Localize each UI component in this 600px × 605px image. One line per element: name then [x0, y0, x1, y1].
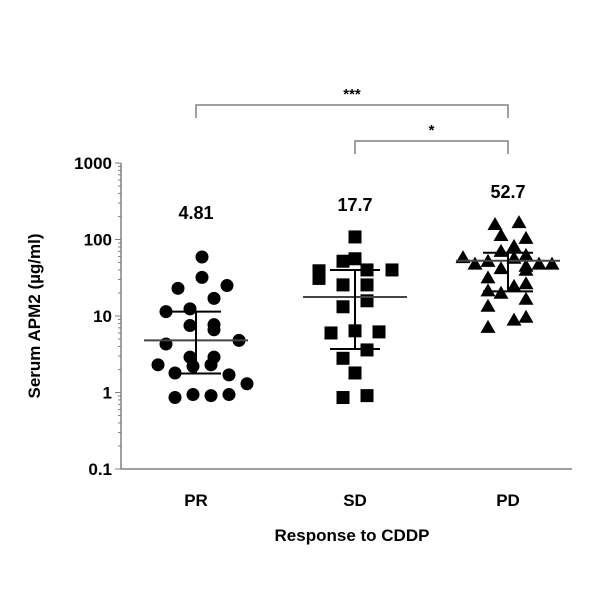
- median-iqr-bars: 4.81 17.7 52.7: [144, 182, 560, 375]
- square-point: [336, 391, 350, 405]
- square-point: [360, 389, 374, 403]
- circle-point: [183, 302, 197, 316]
- x-axis-label: Response to CDDP: [275, 526, 430, 545]
- triangle-point: [518, 247, 534, 261]
- x-tick-label: PD: [496, 491, 520, 510]
- median-value-label: 17.7: [337, 195, 372, 215]
- square-point: [372, 325, 386, 339]
- circle-point: [222, 388, 236, 402]
- y-tick-label: 10: [93, 307, 112, 326]
- circle-point: [207, 323, 221, 337]
- median-value-label: 4.81: [178, 203, 213, 223]
- triangle-point: [506, 238, 522, 252]
- circle-point: [168, 391, 182, 405]
- square-point: [336, 300, 350, 314]
- square-point: [348, 366, 362, 380]
- circle-point: [186, 359, 200, 373]
- circle-point: [204, 358, 218, 372]
- square-point: [336, 351, 350, 365]
- square-point: [360, 278, 374, 292]
- circle-point: [159, 305, 173, 319]
- triangle-point: [487, 216, 503, 230]
- data-points: [151, 215, 560, 405]
- significance-stars: *: [429, 122, 435, 139]
- triangle-point: [518, 230, 534, 244]
- x-tick-label: SD: [343, 491, 367, 510]
- triangle-point: [493, 261, 509, 275]
- circle-point: [195, 250, 209, 264]
- circle-point: [204, 389, 218, 403]
- y-tick-label: 1000: [74, 154, 112, 173]
- circle-point: [171, 281, 185, 295]
- axes: 0.1 1 10 100 1000 PR SD PD: [74, 154, 572, 510]
- square-point: [385, 263, 399, 277]
- square-point: [336, 254, 350, 268]
- significance-brackets: ****: [195, 86, 509, 154]
- triangle-point: [506, 278, 522, 292]
- y-axis-label: Serum APM2 (µg/ml): [25, 233, 44, 398]
- y-tick-label: 0.1: [88, 460, 112, 479]
- triangle-point: [531, 256, 547, 270]
- circle-point: [186, 388, 200, 402]
- circle-point: [195, 270, 209, 284]
- circle-point: [207, 291, 221, 305]
- triangle-point: [506, 312, 522, 326]
- triangle-point: [544, 256, 560, 270]
- significance-stars: ***: [343, 86, 361, 103]
- median-value-label: 52.7: [490, 182, 525, 202]
- x-tick-label: PR: [184, 491, 208, 510]
- triangle-point: [493, 228, 509, 242]
- circle-point: [222, 368, 236, 382]
- triangle-point: [480, 283, 496, 297]
- circle-point: [151, 358, 165, 372]
- triangle-point: [480, 270, 496, 284]
- triangle-point: [467, 256, 483, 270]
- square-point: [324, 326, 338, 340]
- square-point: [312, 271, 326, 285]
- triangle-point: [480, 319, 496, 333]
- circle-point: [240, 377, 254, 391]
- triangle-point: [518, 291, 534, 305]
- triangle-point: [518, 276, 534, 290]
- circle-point: [220, 279, 234, 293]
- triangle-point: [518, 262, 534, 276]
- triangle-point: [511, 215, 527, 229]
- y-tick-label: 1: [103, 384, 112, 403]
- square-point: [348, 252, 362, 266]
- triangle-point: [493, 243, 509, 257]
- square-point: [336, 278, 350, 292]
- square-point: [348, 230, 362, 244]
- circle-point: [183, 319, 197, 333]
- triangle-point: [480, 298, 496, 312]
- y-tick-label: 100: [84, 231, 112, 250]
- significance-bracket: [195, 104, 509, 118]
- triangle-point: [518, 309, 534, 323]
- significance-bracket: [354, 140, 509, 154]
